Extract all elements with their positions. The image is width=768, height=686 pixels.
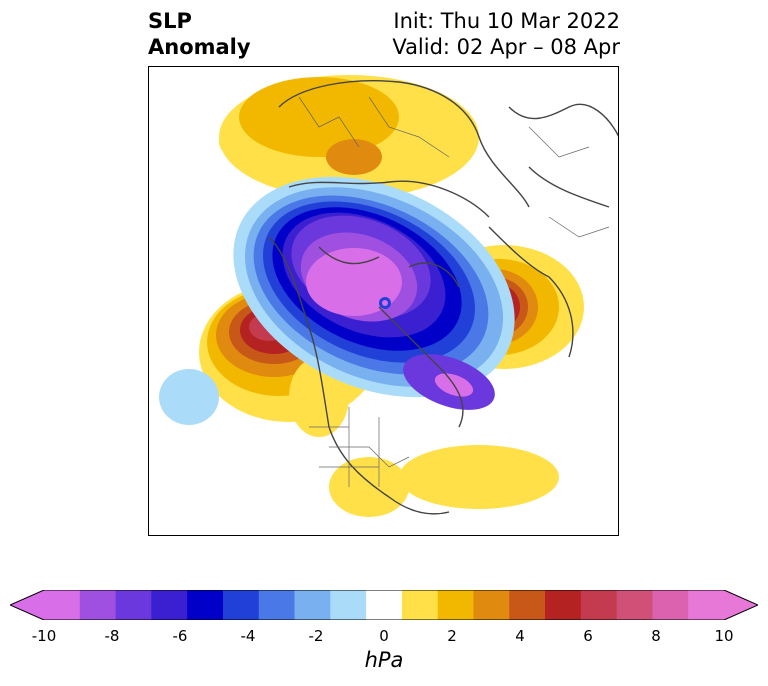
- colorbar-extend-low: [10, 590, 44, 620]
- colorbar-tick-label: -2: [308, 627, 324, 645]
- valid-range: Valid: 02 Apr – 08 Apr: [392, 35, 620, 59]
- colorbar-bin: [222, 590, 260, 620]
- colorbar-bin: [473, 590, 510, 620]
- colorbar-extend-high: [724, 590, 758, 620]
- init-date: Init: Thu 10 Mar 2022: [393, 9, 620, 33]
- colorbar-bin: [509, 590, 546, 620]
- colorbar-bin: [294, 590, 331, 620]
- anomaly-map: [159, 75, 618, 517]
- colorbar-bin: [79, 590, 117, 620]
- title-variable: SLP: [148, 9, 192, 33]
- colorbar-bin: [580, 590, 618, 620]
- colorbar-tick-label: -4: [240, 627, 256, 645]
- colorbar-bin: [437, 590, 474, 620]
- colorbar-tick-label: -10: [31, 627, 57, 645]
- colorbar: [10, 590, 758, 620]
- eurasia-high-anomaly: [219, 75, 479, 199]
- colorbar-bin: [187, 590, 224, 620]
- colorbar-tick-label: -6: [172, 627, 188, 645]
- colorbar-bin: [330, 590, 367, 620]
- colorbar-bin: [366, 590, 403, 620]
- colorbar-bin: [258, 590, 296, 620]
- colorbar-bin: [688, 590, 725, 620]
- colorbar-bin: [44, 590, 81, 620]
- colorbar-tick-label: 2: [447, 627, 457, 645]
- colorbar-tick-label: -8: [104, 627, 120, 645]
- colorbar-unit: hPa: [364, 648, 404, 672]
- colorbar-bin: [115, 590, 152, 620]
- colorbar-bin: [151, 590, 188, 620]
- map-panel: [148, 66, 619, 536]
- colorbar-tick-label: 8: [651, 627, 661, 645]
- colorbar-bin: [616, 590, 653, 620]
- borders: [298, 96, 610, 487]
- colorbar-ticks: -10 -8 -6 -4 -2 0 2 4 6 8 10: [0, 626, 768, 646]
- colorbar-bin: [401, 590, 439, 620]
- colorbar-bin: [545, 590, 582, 620]
- pacific-low-anomaly: [159, 369, 219, 425]
- map-title: SLP Anomaly: [148, 8, 251, 60]
- map-dates: Init: Thu 10 Mar 2022 Valid: 02 Apr – 08…: [392, 8, 620, 60]
- colorbar-bin: [652, 590, 689, 620]
- colorbar-tick-label: 10: [714, 627, 734, 645]
- colorbar-tick-label: 0: [379, 627, 389, 645]
- colorbar-tick-label: 6: [583, 627, 593, 645]
- title-type: Anomaly: [148, 35, 251, 59]
- colorbar-tick-label: 4: [515, 627, 525, 645]
- arctic-low-anomaly: [233, 176, 515, 410]
- coastlines: [268, 80, 618, 515]
